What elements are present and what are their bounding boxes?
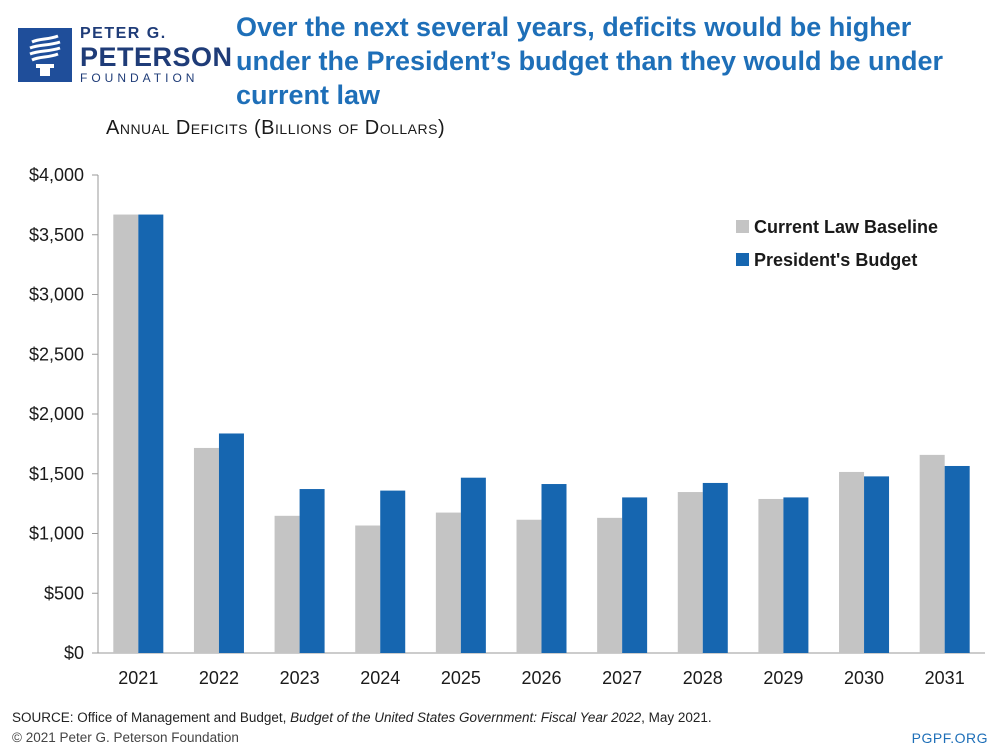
bar-current-law-baseline <box>516 519 542 653</box>
bar-current-law-baseline <box>113 214 139 653</box>
x-tick-label: 2022 <box>199 668 239 688</box>
bar-presidents-budget <box>218 433 244 653</box>
bar-current-law-baseline <box>274 515 300 653</box>
x-tick-label: 2027 <box>602 668 642 688</box>
logo-line-2: PETERSON <box>80 42 233 72</box>
bar-presidents-budget <box>622 497 648 653</box>
bar-current-law-baseline <box>193 447 219 653</box>
source-prefix: SOURCE: Office of Management and Budget, <box>12 710 291 725</box>
bar-presidents-budget <box>299 489 325 653</box>
bar-current-law-baseline <box>435 512 461 653</box>
bar-current-law-baseline <box>839 471 865 653</box>
legend-swatch <box>736 220 749 233</box>
legend-label: President's Budget <box>754 250 917 270</box>
logo-line-1: PETER G. <box>80 25 167 42</box>
bar-presidents-budget <box>541 484 567 653</box>
headline: Over the next several years, deficits wo… <box>236 12 944 110</box>
x-tick-label: 2021 <box>118 668 158 688</box>
bar-presidents-budget <box>864 476 890 653</box>
bar-chart: $0 $500 $1,000 $1,500 $2,000 $2,500 $3,000 $3,5… <box>29 165 985 688</box>
x-tick-label: 2030 <box>844 668 884 688</box>
logo-line-3: FOUNDATION <box>80 71 199 85</box>
bar-current-law-baseline <box>355 525 381 653</box>
bar-presidents-budget <box>702 482 728 653</box>
foundation-logo-mark <box>18 28 72 82</box>
y-tick-label: $2,500 <box>29 344 84 364</box>
bar-current-law-baseline <box>677 492 703 653</box>
chart-title: Annual Deficits (Billions of Dollars) <box>106 117 446 139</box>
bar-presidents-budget <box>138 214 164 653</box>
source-title: Budget of the United States Government: … <box>290 710 642 725</box>
x-tick-label: 2025 <box>441 668 481 688</box>
torch-icon <box>29 34 61 76</box>
x-tick-label: 2026 <box>521 668 561 688</box>
y-tick-label: $500 <box>44 583 84 603</box>
bar-presidents-budget <box>783 497 809 653</box>
x-tick-label: 2023 <box>280 668 320 688</box>
x-tick-label: 2024 <box>360 668 400 688</box>
source-note: SOURCE: Office of Management and Budget,… <box>12 710 712 725</box>
x-tick-label: 2031 <box>925 668 965 688</box>
y-tick-label: $1,000 <box>29 524 84 544</box>
y-tick-label: $0 <box>64 643 84 663</box>
legend-label: Current Law Baseline <box>754 217 938 237</box>
y-tick-label: $1,500 <box>29 464 84 484</box>
site-link[interactable]: PGPF.ORG <box>911 730 988 746</box>
source-suffix: , May 2021. <box>641 710 712 725</box>
y-tick-label: $3,500 <box>29 225 84 245</box>
x-tick-label: 2028 <box>683 668 723 688</box>
y-tick-label: $3,000 <box>29 285 84 305</box>
y-tick-label: $2,000 <box>29 404 84 424</box>
foundation-logo-text: PETER G. PETERSON FOUNDATION <box>80 25 233 85</box>
bar-current-law-baseline <box>758 498 784 653</box>
bar-current-law-baseline <box>597 517 623 653</box>
bar-presidents-budget <box>460 477 486 653</box>
bar-presidents-budget <box>380 490 406 653</box>
copyright: © 2021 Peter G. Peterson Foundation <box>12 730 239 745</box>
bar-current-law-baseline <box>919 454 945 653</box>
bar-presidents-budget <box>944 465 970 653</box>
y-tick-label: $4,000 <box>29 165 84 185</box>
legend-swatch <box>736 253 749 266</box>
x-tick-label: 2029 <box>763 668 803 688</box>
